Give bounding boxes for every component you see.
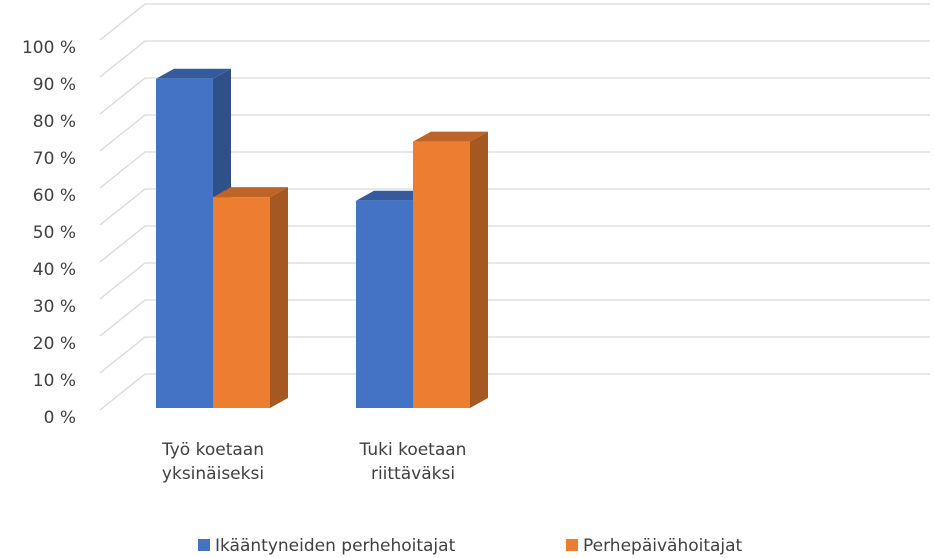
bar-front <box>156 78 213 408</box>
y-tick-label: 100 % <box>22 38 76 58</box>
y-tick-label: 20 % <box>33 334 76 354</box>
bar <box>413 131 488 408</box>
y-tick-label: 10 % <box>33 371 76 391</box>
y-tick-label: 50 % <box>33 223 76 243</box>
legend-swatch <box>198 539 210 551</box>
x-tick-label: Työ koetaan yksinäiseksi <box>161 440 265 484</box>
y-tick-label: 30 % <box>33 297 76 317</box>
bar-front <box>413 141 470 408</box>
y-tick-label: 80 % <box>33 112 76 132</box>
grid-line <box>99 77 930 115</box>
bar-top <box>156 68 231 79</box>
y-tick-label: 90 % <box>33 75 76 95</box>
bar-front <box>356 200 413 408</box>
grid-line <box>99 225 930 263</box>
bar-top <box>356 190 431 201</box>
bar-top <box>213 187 288 198</box>
grid-line <box>99 40 930 78</box>
y-tick-label: 70 % <box>33 149 76 169</box>
bar <box>213 187 288 408</box>
legend-label: Ikääntyneiden perhehoitajat <box>215 536 456 556</box>
legend-swatch <box>566 539 578 551</box>
legend-label: Perhepäivähoitajat <box>583 536 743 556</box>
grid-line <box>99 336 930 374</box>
grid-line <box>99 151 930 189</box>
grid-line <box>99 262 930 300</box>
x-tick-label: Tuki koetaan riittäväksi <box>359 440 467 484</box>
grid-line <box>99 114 930 152</box>
bar-side <box>270 187 288 408</box>
bar-side <box>470 131 488 408</box>
y-tick-label: 40 % <box>33 260 76 280</box>
grid-line <box>99 299 930 337</box>
bar-top <box>413 131 488 142</box>
grid-line <box>99 373 930 411</box>
y-tick-label: 0 % <box>44 408 76 428</box>
bar-front <box>213 197 270 408</box>
grid-line <box>99 3 930 41</box>
y-tick-label: 60 % <box>33 186 76 206</box>
grid-line <box>99 188 930 226</box>
